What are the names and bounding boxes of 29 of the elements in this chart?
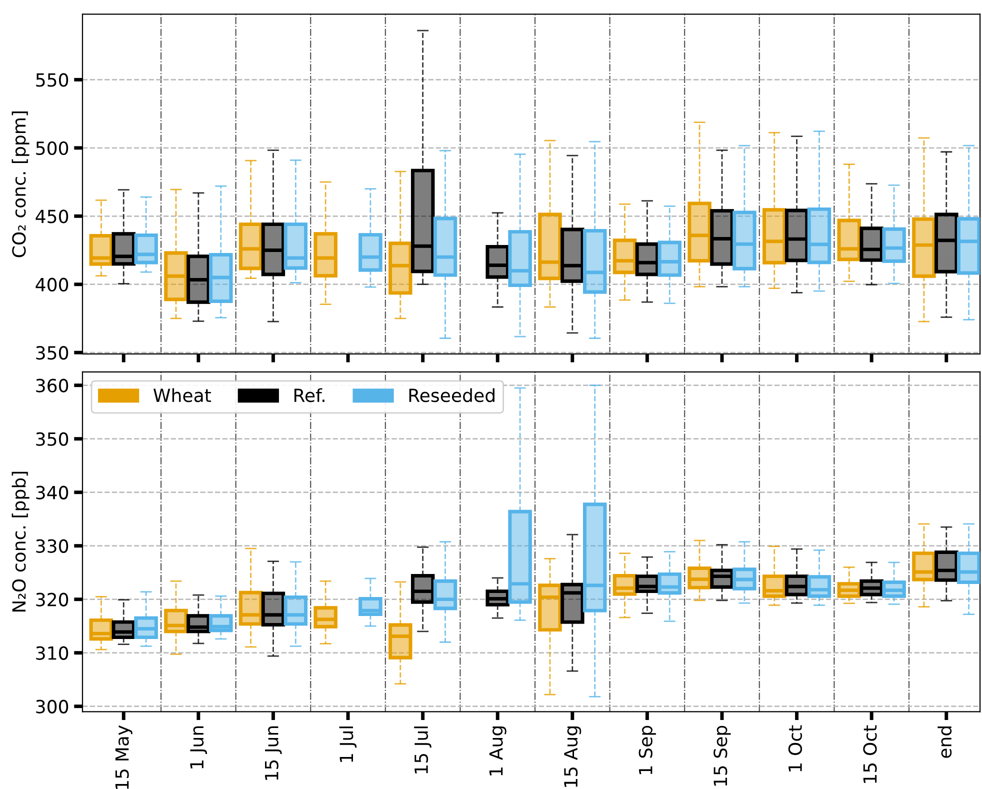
x-tick-label: 1 Oct xyxy=(788,725,802,772)
y-tick-label: 330 xyxy=(36,539,68,553)
x-tick-label: 15 Jun xyxy=(265,726,282,780)
x-tick-label: 1 Sep xyxy=(638,726,656,774)
x-tick-label: 1 Jul xyxy=(339,726,357,762)
y-tick-label: 550 xyxy=(36,73,68,87)
x-tick-label: 15 Oct xyxy=(863,725,877,783)
x-tick-label: 15 Jul xyxy=(414,726,432,774)
y-tick-label: 320 xyxy=(36,592,68,606)
y-tick-label: 450 xyxy=(36,210,68,224)
y-tick-label: 350 xyxy=(36,346,68,360)
y-tick-label: 340 xyxy=(36,486,68,500)
x-tick-label: 1 Aug xyxy=(489,726,506,776)
x-tick-label: end xyxy=(938,726,952,758)
x-tick-label: 1 Jun xyxy=(190,726,208,768)
legend-label: Ref. xyxy=(294,388,324,402)
x-tick-label: 15 Aug xyxy=(564,726,582,787)
y-axis-title: CO₂ conc. [ppm] xyxy=(12,112,30,258)
x-tick-label: 15 Sep xyxy=(714,726,731,786)
y-tick-label: 400 xyxy=(36,278,68,292)
legend-label: Reseeded xyxy=(409,388,494,402)
y-tick-label: 500 xyxy=(36,141,68,156)
y-axis-title: N₂O conc. [ppb] xyxy=(12,472,30,612)
legend-label: Wheat xyxy=(154,388,212,402)
y-tick-label: 350 xyxy=(36,432,68,446)
y-tick-label: 300 xyxy=(36,700,68,714)
y-tick-label: 310 xyxy=(36,646,68,660)
y-tick-label: 360 xyxy=(36,378,68,392)
x-tick-label: 15 May xyxy=(115,725,132,789)
